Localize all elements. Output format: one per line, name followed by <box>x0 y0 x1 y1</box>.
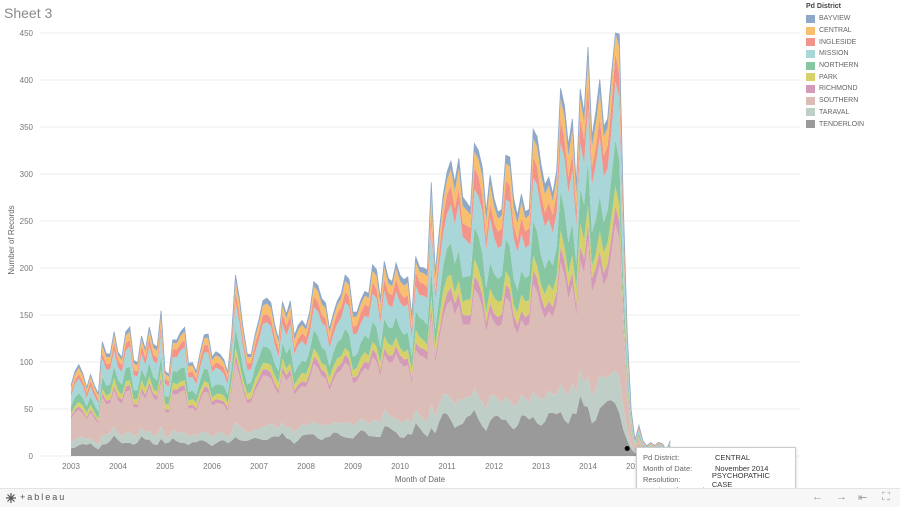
y-axis-title: Number of Records <box>7 205 16 274</box>
series-area-southern[interactable] <box>71 224 671 455</box>
tooltip-row-month: Month of Date: November 2014 <box>643 464 769 473</box>
legend-item-bayview[interactable]: BAYVIEW <box>806 13 898 25</box>
legend-item-northern[interactable]: NORTHERN <box>806 60 898 72</box>
x-tick-label: 2013 <box>532 462 550 471</box>
series-top-outline <box>70 32 671 452</box>
legend-item-southern[interactable]: SOUTHERN <box>806 95 898 107</box>
y-tick-label: 200 <box>20 264 34 273</box>
legend-swatch <box>806 108 815 117</box>
tooltip-row-resolution: Resolution: PSYCHOPATHIC CASE <box>643 470 770 489</box>
legend-title: Pd District <box>806 3 842 10</box>
y-tick-label: 0 <box>29 452 34 461</box>
legend-label: TARAVAL <box>819 108 850 116</box>
highlight-point[interactable] <box>624 446 630 451</box>
legend-swatch <box>806 73 815 82</box>
tooltip-row-district: Pd District: CENTRAL <box>643 453 751 462</box>
legend-label: SOUTHERN <box>819 97 859 105</box>
legend-item-taraval[interactable]: TARAVAL <box>806 107 898 119</box>
legend-swatch <box>806 26 815 35</box>
legend-label: CENTRAL <box>819 27 852 35</box>
legend-swatch <box>806 38 815 47</box>
series-area-tenderloin[interactable] <box>71 395 671 456</box>
legend-item-richmond[interactable]: RICHMOND <box>806 83 898 95</box>
legend-swatch <box>806 61 815 70</box>
x-tick-label: 2003 <box>62 462 80 471</box>
bottom-toolbar: +ableau ← → ⇤ ⛶ <box>0 488 900 507</box>
x-tick-label: 2008 <box>297 462 315 471</box>
legend-label: NORTHERN <box>819 62 859 70</box>
revert-icon[interactable]: ⇤ <box>858 492 868 504</box>
x-tick-label: 2012 <box>485 462 503 471</box>
legend-item-central[interactable]: CENTRAL <box>806 25 898 37</box>
legend-swatch <box>806 96 815 105</box>
y-tick-label: 400 <box>20 76 34 85</box>
tableau-logo-icon <box>6 493 16 503</box>
fullscreen-icon[interactable]: ⛶ <box>882 491 890 503</box>
legend-swatch <box>806 120 815 129</box>
y-tick-label: 150 <box>20 311 34 320</box>
y-tick-label: 50 <box>24 405 33 414</box>
legend-item-park[interactable]: PARK <box>806 71 898 83</box>
x-axis-title: Month of Date <box>395 475 446 484</box>
legend-swatch <box>806 14 815 23</box>
y-tick-label: 100 <box>20 358 34 367</box>
legend-item-ingleside[interactable]: INGLESIDE <box>806 36 898 48</box>
y-tick-label: 300 <box>20 170 34 179</box>
x-tick-label: 2010 <box>391 462 409 471</box>
sheet-title: Sheet 3 <box>4 5 53 21</box>
legend-label: INGLESIDE <box>819 38 857 46</box>
legend-item-mission[interactable]: MISSION <box>806 48 898 60</box>
x-tick-label: 2007 <box>250 462 268 471</box>
x-tick-label: 2011 <box>438 462 456 471</box>
legend-label: BAYVIEW <box>819 15 851 23</box>
legend-label: RICHMOND <box>819 85 858 93</box>
undo-icon[interactable]: ← <box>812 491 823 503</box>
y-tick-label: 450 <box>20 29 34 38</box>
series-area-taraval[interactable] <box>71 369 671 456</box>
y-tick-label: 350 <box>20 123 34 132</box>
x-tick-label: 2004 <box>109 462 127 471</box>
x-tick-label: 2009 <box>344 462 362 471</box>
x-tick-label: 2015 <box>626 462 644 471</box>
legend-swatch <box>806 84 815 93</box>
y-tick-label: 250 <box>20 217 34 226</box>
x-tick-label: 2014 <box>579 462 597 471</box>
tableau-brand: +ableau <box>20 492 67 502</box>
legend-item-tenderloin[interactable]: TENDERLOIN <box>806 118 898 130</box>
legend-label: TENDERLOIN <box>819 120 865 128</box>
legend-label: PARK <box>819 73 838 81</box>
x-tick-label: 2006 <box>203 462 221 471</box>
legend-swatch <box>806 49 815 58</box>
legend: Pd District BAYVIEW CENTRAL INGLESIDE MISSI… <box>806 3 898 130</box>
legend-label: MISSION <box>819 50 849 58</box>
redo-icon[interactable]: → <box>836 491 847 503</box>
stacked-area-chart[interactable]: 0 50 100 150 200 250 300 350 400 450 2003 2004 2005 2… <box>0 0 800 490</box>
x-tick-label: 2005 <box>156 462 174 471</box>
